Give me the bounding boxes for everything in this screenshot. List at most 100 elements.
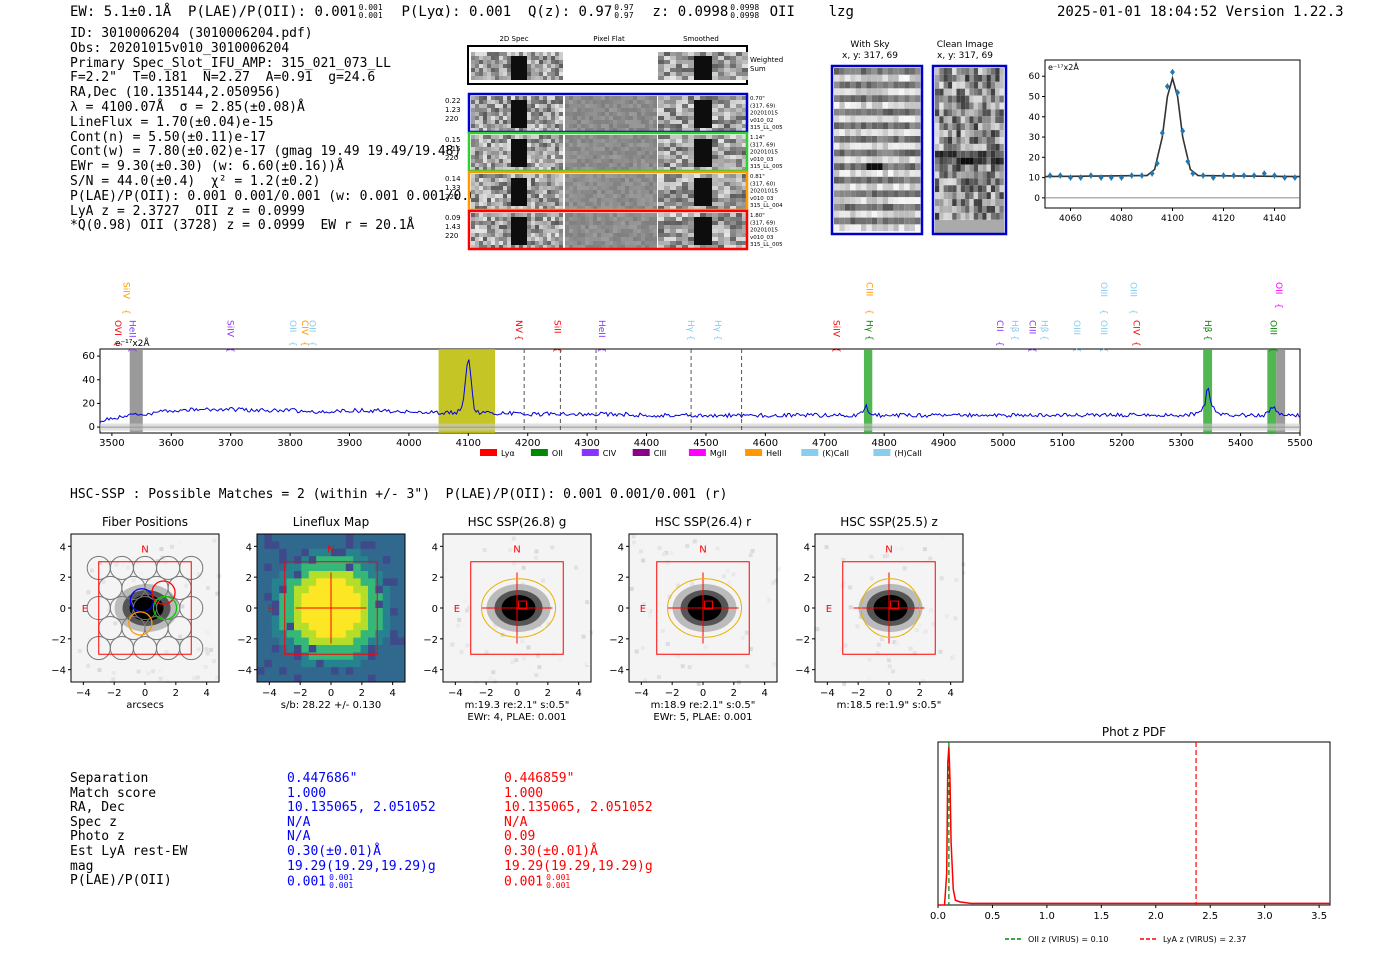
cutout-pixel xyxy=(742,174,748,178)
clean-pixel xyxy=(990,137,996,144)
sky-pixel xyxy=(909,163,915,170)
cutout-pixel xyxy=(649,120,653,124)
cutout-pixel xyxy=(499,213,503,217)
cutout-pixel xyxy=(641,206,645,210)
cutout-pixel xyxy=(475,217,479,221)
imaging-noise xyxy=(456,623,461,628)
sky-pixel xyxy=(834,95,840,102)
cutout-pixel xyxy=(483,186,487,190)
match-value-text: 1.000 xyxy=(504,785,544,801)
cutout-pixel xyxy=(581,229,585,233)
lineflux-pixel xyxy=(264,637,273,646)
cutout-pixel xyxy=(511,108,515,112)
cutout-pixel xyxy=(605,221,609,225)
cutout-pixel xyxy=(565,206,569,210)
cutout-pixel xyxy=(730,116,736,120)
imaging-noise xyxy=(459,649,464,654)
cutout-pixel xyxy=(633,167,637,171)
cutout-pixel xyxy=(730,194,736,198)
cutout-pixel xyxy=(724,245,730,249)
cutout-pixel xyxy=(565,167,569,171)
clean-pixel xyxy=(982,123,987,131)
cutout-pixel xyxy=(601,233,605,237)
sky-pixel xyxy=(915,102,921,109)
clean-pixel xyxy=(969,116,974,124)
cutout-pixel xyxy=(641,155,645,159)
cutout-pixel xyxy=(688,182,694,186)
imaging-noise xyxy=(482,548,487,553)
cutout-pixel xyxy=(601,190,605,194)
cutout-pixel xyxy=(523,100,527,104)
clean-pixel xyxy=(956,192,961,200)
cutout-pixel xyxy=(573,108,577,112)
lineflux-pixel xyxy=(294,622,302,631)
cutout-pixel xyxy=(569,194,573,198)
cutout-pixel xyxy=(700,108,706,112)
cutout-pixel xyxy=(503,139,507,143)
imaging-noise xyxy=(164,650,169,655)
lineflux-pixel xyxy=(316,622,325,631)
cutout-pixel xyxy=(577,206,581,210)
cutout-pixel xyxy=(535,76,539,80)
cutout-pixel xyxy=(565,186,569,190)
cutout-pixel xyxy=(617,182,621,186)
cutout-pixel xyxy=(499,60,503,64)
sky-pixel xyxy=(844,122,851,130)
cutout-pixel xyxy=(633,241,637,245)
cutout-pixel xyxy=(617,135,621,139)
cutout-pixel xyxy=(559,186,563,190)
spectral-line-label: OII xyxy=(307,320,317,332)
sky-pixel xyxy=(834,142,840,150)
lineflux-pixel xyxy=(286,556,295,565)
cutout-pixel xyxy=(664,202,670,206)
clean-pixel xyxy=(965,150,970,158)
lineflux-pixel xyxy=(331,571,339,579)
compass-north: N xyxy=(327,545,334,556)
lineflux-pixel xyxy=(316,637,325,646)
cutout-pixel xyxy=(613,163,617,167)
lineflux-pixel xyxy=(331,578,339,587)
compass-north: N xyxy=(885,545,892,556)
cutout-pixel xyxy=(531,124,535,128)
cutout-pixel xyxy=(519,104,523,108)
cutout-pixel xyxy=(724,68,730,72)
cutout-pixel xyxy=(645,163,649,167)
plae-sub: 0.001 xyxy=(329,881,354,891)
cutout-pixel xyxy=(682,116,688,120)
sky-pixel xyxy=(850,217,856,225)
clean-pixel xyxy=(960,212,966,220)
sky-pixel xyxy=(839,224,845,232)
weighted-sum-row xyxy=(467,45,748,85)
cutout-pixel xyxy=(581,120,585,124)
lineflux-pixel xyxy=(271,571,280,579)
cutout-pixel xyxy=(479,245,483,249)
cutout-pixel xyxy=(718,221,724,225)
cutout-pixel xyxy=(688,52,694,56)
cutout-pixel xyxy=(507,237,511,241)
match-value-text: 0.001 xyxy=(287,874,327,890)
cutout-pixel xyxy=(730,190,736,194)
clean-pixel xyxy=(965,123,970,131)
cutout-pixel xyxy=(475,221,479,225)
spectral-line-bracket: { xyxy=(307,341,317,347)
cutout-pixel xyxy=(565,245,569,249)
cutout-pixel xyxy=(613,96,617,100)
cutout-pixel xyxy=(597,108,601,112)
cutout-pixel xyxy=(471,190,475,194)
cutout-pixel xyxy=(658,96,664,100)
cutout-pixel xyxy=(543,60,547,64)
cutout-pixel xyxy=(483,124,487,128)
cutout-pixel xyxy=(471,52,475,56)
clean-pixel xyxy=(986,74,991,82)
cutout-pixel xyxy=(483,178,487,182)
match-value: N/A xyxy=(287,815,436,831)
cutout-pixel xyxy=(559,147,563,151)
cutout-pixel xyxy=(682,104,688,108)
cutout-pixel xyxy=(565,151,569,155)
cutout-pixel xyxy=(664,206,670,210)
sky-pixel xyxy=(844,197,851,204)
cutout-pixel xyxy=(629,104,633,108)
aperture-ellipse xyxy=(860,578,921,638)
sky-pixel xyxy=(834,190,840,198)
cutout-pixel xyxy=(551,60,555,64)
